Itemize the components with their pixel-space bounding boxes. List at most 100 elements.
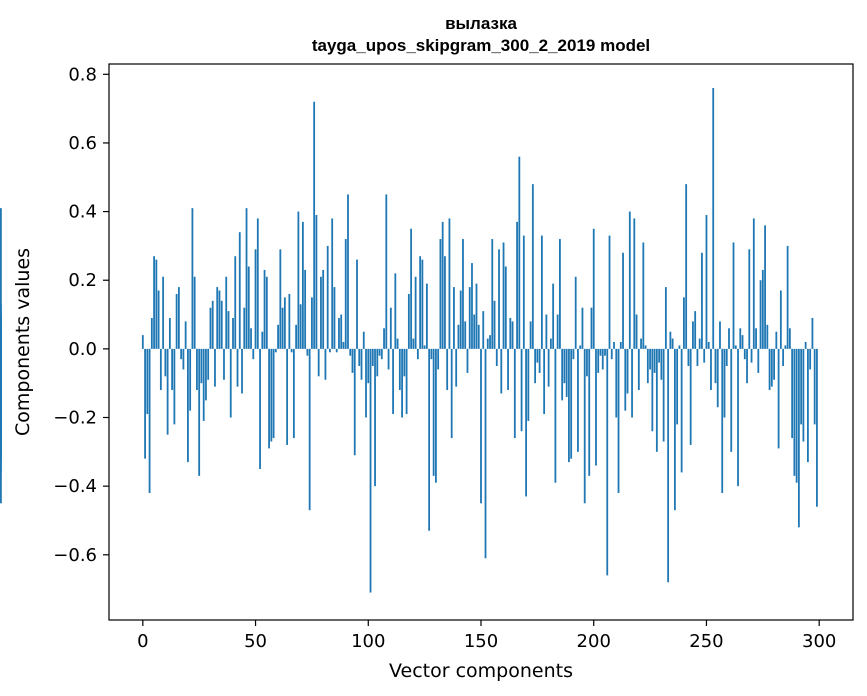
bar-25 (198, 348, 201, 476)
bar-88 (340, 314, 343, 349)
bar-146 (471, 263, 473, 349)
bar-95 (356, 259, 358, 349)
bar-181 (549, 338, 552, 349)
bar-96 (358, 348, 361, 367)
bar-262 (732, 242, 735, 349)
bar-11 (166, 348, 169, 435)
bar-297 (811, 317, 814, 349)
bar-39 (229, 348, 232, 418)
bar-190 (570, 348, 573, 459)
bar-62 (281, 307, 284, 349)
bar-287 (788, 328, 791, 349)
bar-176 (538, 348, 541, 373)
bar-148 (475, 283, 478, 349)
bar-233 (667, 348, 670, 583)
bar-286 (786, 245, 789, 349)
bar-24 (196, 348, 198, 391)
bar-197 (586, 348, 588, 377)
bar-273 (757, 348, 760, 373)
bar-115 (401, 348, 403, 418)
bars-group (0, 88, 818, 593)
bar-198 (588, 348, 591, 476)
bar-161 (504, 266, 507, 349)
bar-106 (380, 348, 383, 360)
bar-175 (536, 348, 539, 363)
bar-47 (247, 266, 250, 349)
bar-33 (216, 287, 219, 349)
bar-17 (180, 348, 183, 360)
bar-19 (184, 321, 187, 349)
bar-277 (766, 324, 769, 349)
bar-5 (153, 256, 155, 349)
bar-28 (205, 348, 207, 401)
x-tick-label: 300 (802, 631, 836, 652)
bar-205 (604, 348, 606, 356)
bar-210 (615, 348, 618, 418)
bar-149 (477, 324, 480, 349)
y-axis-label: Components values (12, 248, 34, 436)
bar-203 (599, 348, 602, 356)
bar-118 (407, 293, 410, 349)
bar-70 (299, 304, 302, 349)
bar-137 (450, 348, 453, 439)
bar-127 (428, 348, 431, 531)
x-axis-label: Vector components (389, 660, 573, 682)
bar-217 (631, 348, 633, 418)
bar-22 (191, 208, 194, 349)
bar-102 (371, 348, 374, 367)
bar-194 (579, 345, 582, 349)
bar-260 (728, 328, 730, 349)
bar-223 (644, 345, 647, 349)
bar-251 (707, 342, 710, 349)
bar-135 (446, 348, 449, 391)
bar-169 (522, 235, 525, 349)
bar-130 (435, 348, 437, 483)
bar-255 (716, 348, 719, 408)
bar-143 (464, 321, 467, 349)
bar-250 (705, 215, 708, 349)
bar-280 (773, 348, 775, 380)
bar-142 (462, 239, 464, 349)
y-tick-label: 0.2 (68, 270, 97, 291)
bar-243 (689, 348, 692, 445)
bar-247 (698, 338, 701, 349)
bar-2 (146, 348, 149, 415)
bar-35 (220, 300, 223, 349)
bar-9 (162, 276, 165, 349)
bar-101 (369, 348, 372, 593)
bar-195 (581, 307, 584, 349)
bar-1 (144, 348, 146, 459)
bar-129 (432, 348, 435, 476)
bar-97 (360, 348, 363, 380)
bar-271 (752, 218, 755, 349)
bar-206 (606, 348, 609, 576)
bar-104 (376, 348, 379, 377)
bar-122 (416, 348, 419, 360)
x-tick-label: 150 (464, 631, 498, 652)
chart-title: вылазка (445, 14, 517, 33)
bar-276 (764, 225, 766, 349)
bar-68 (295, 324, 298, 349)
bar-71 (301, 221, 304, 349)
bar-7 (157, 290, 160, 349)
bar-237 (676, 348, 679, 425)
bar-30 (209, 307, 212, 349)
bar-124 (421, 259, 424, 349)
bar-269 (748, 249, 751, 349)
bar-108 (385, 194, 388, 349)
bar-212 (619, 342, 622, 349)
y-tick-label: −0.4 (53, 476, 97, 497)
bar-32 (214, 348, 216, 387)
bar-227 (653, 348, 656, 373)
bar-289 (793, 348, 796, 476)
bar-174 (534, 348, 537, 384)
bar-4 (150, 317, 153, 349)
bar-110 (389, 307, 392, 349)
x-tick-label: 0 (137, 631, 148, 652)
bar-178 (543, 348, 546, 415)
bar-83 (329, 348, 331, 353)
bar-150 (480, 348, 482, 504)
bar-79 (320, 276, 322, 349)
bar-293 (802, 348, 805, 442)
bar-256 (719, 321, 721, 349)
